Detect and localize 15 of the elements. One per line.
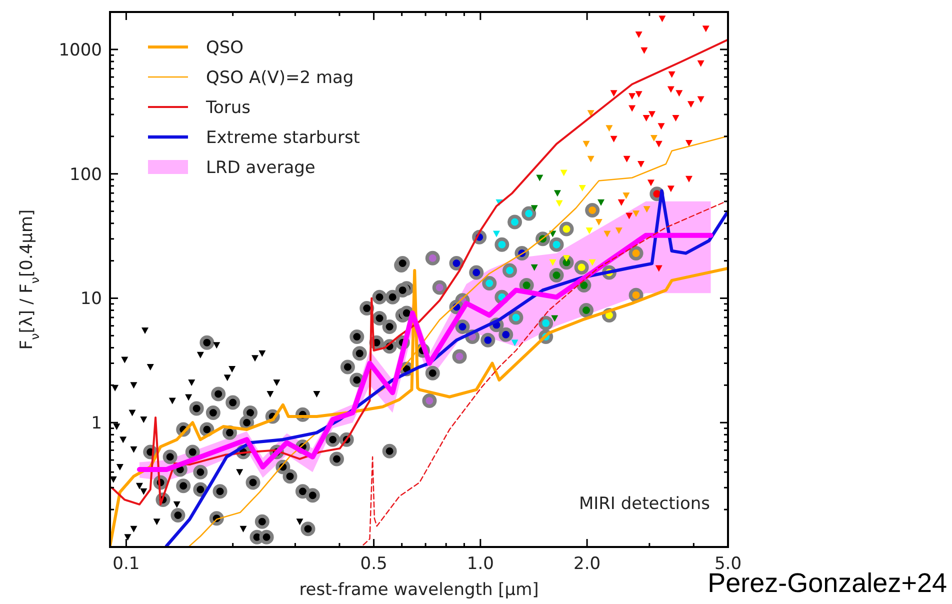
legend-label: Extreme starburst [206, 128, 360, 148]
annotation: MIRI detections [578, 494, 710, 514]
x-tick-label: 0.5 [360, 554, 388, 574]
legend-label: LRD average [206, 158, 316, 178]
y-tick-label: 1 [91, 414, 102, 434]
x-tick-label: 0.1 [112, 554, 140, 574]
x-axis-title: rest-frame wavelength [μm] [299, 580, 539, 600]
legend-label: QSO [206, 38, 244, 58]
y-tick-label: 1000 [58, 40, 102, 60]
y-tick-label: 10 [80, 289, 102, 310]
x-tick-label: 2.0 [574, 554, 601, 574]
legend-label: Torus [205, 98, 251, 118]
y-tick-label: 100 [70, 164, 102, 185]
legend-label: QSO A(V)=2 mag [206, 68, 354, 88]
x-tick-label: 1.0 [466, 554, 494, 574]
